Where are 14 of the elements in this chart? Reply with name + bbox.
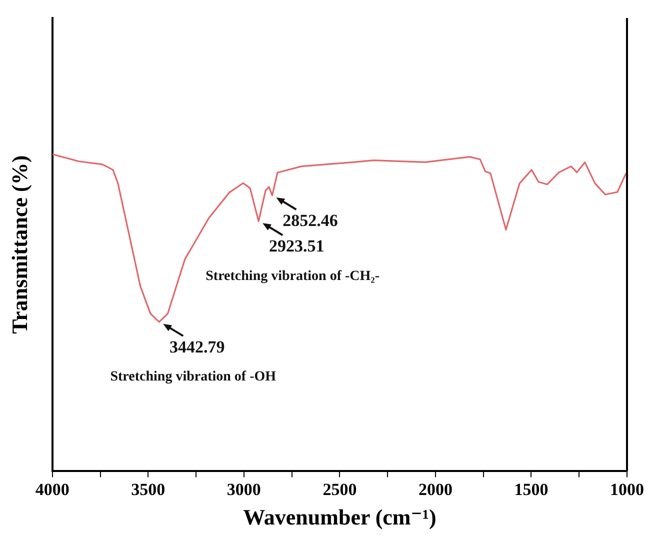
- x-axis-title: Wavenumber (cm⁻¹): [243, 504, 436, 530]
- x-tick-label: 1000: [610, 480, 644, 499]
- x-tick-label: 4000: [35, 480, 70, 499]
- annotation: 2923.51: [268, 236, 324, 256]
- annotation: Stretching vibration of -OH: [110, 370, 276, 385]
- x-tick-label: 1500: [514, 480, 548, 499]
- y-axis-title: Transmittance (%): [6, 155, 32, 334]
- annotation: 2852.46: [282, 210, 338, 230]
- annotation: 3442.79: [170, 337, 225, 356]
- x-tick-label: 3000: [226, 480, 261, 499]
- x-tick-label: 3500: [131, 480, 166, 499]
- x-tick-label: 2500: [322, 480, 357, 499]
- annotation: Stretching vibration of -CH₂-: [206, 268, 380, 284]
- x-tick-label: 2000: [418, 480, 452, 499]
